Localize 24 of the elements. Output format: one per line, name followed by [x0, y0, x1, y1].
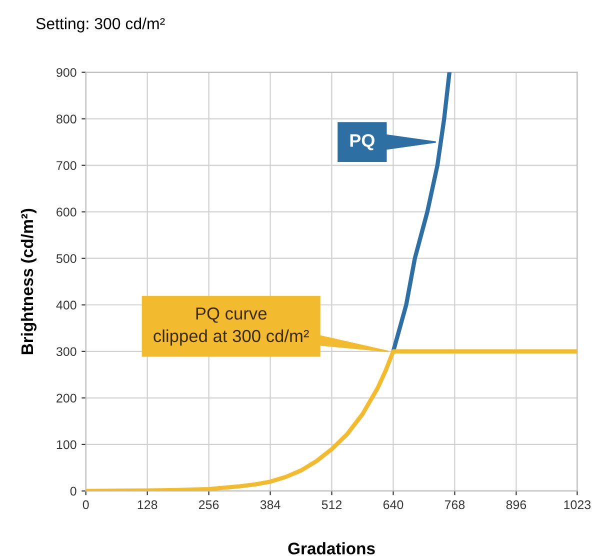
x-tick-label: 384	[260, 500, 280, 510]
chart-title: Setting: 300 cd/m²	[36, 18, 165, 32]
x-tick-label: 0	[82, 500, 89, 510]
x-axis-title: Gradations	[288, 542, 375, 554]
x-tick-label: 896	[506, 500, 526, 510]
x-tick-label: 256	[199, 500, 219, 510]
y-tick-label: 500	[56, 254, 76, 264]
y-tick-label: 0	[70, 486, 76, 496]
text: PQ	[350, 134, 374, 150]
x-tick-label: 640	[383, 500, 404, 510]
y-tick-label: 800	[56, 114, 76, 124]
y-tick-label: 600	[56, 208, 76, 216]
x-tick-label: 512	[322, 500, 342, 510]
x-tick-label: 768	[444, 500, 465, 510]
y-tick-label: 400	[56, 300, 76, 310]
y-tick-label: 900	[56, 68, 76, 77]
x-tick-label: 128	[138, 500, 158, 510]
y-axis-title: Brightness (cd/m²)	[20, 208, 37, 354]
y-tick-label: 300	[56, 347, 76, 356]
y-tick-label: 100	[56, 440, 76, 450]
y-tick-label: 700	[56, 161, 76, 170]
x-tick-label: 1023	[564, 500, 591, 510]
text: PQ curve clipped at 300 cd/m²	[154, 307, 309, 346]
y-tick-label: 200	[56, 394, 76, 403]
